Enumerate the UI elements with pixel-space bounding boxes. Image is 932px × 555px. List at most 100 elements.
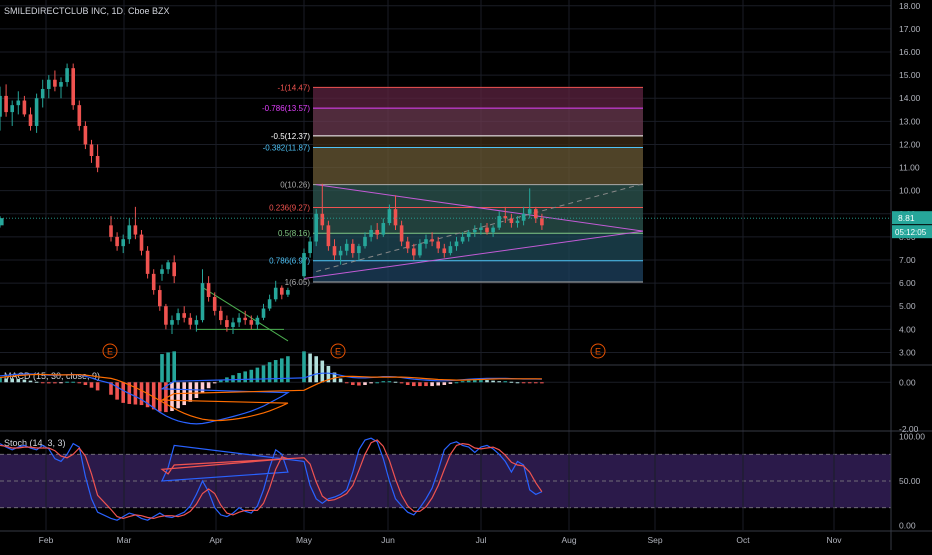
macd-histogram-bar (47, 382, 51, 384)
last-price-label: 8.81 (898, 213, 915, 223)
fib-level-label: 0.236(9.27) (269, 204, 310, 213)
candle-body (399, 225, 404, 242)
time-tick-label: Sep (647, 535, 662, 545)
macd-histogram-bar (109, 382, 113, 395)
candle-body (369, 229, 373, 237)
candle-body (225, 320, 229, 328)
macd-histogram-bar (436, 382, 440, 386)
candle-body (479, 227, 483, 230)
macd-histogram-bar (351, 382, 355, 385)
price-tick-label: 16.00 (899, 47, 921, 57)
macd-histogram-bar (369, 382, 373, 384)
macd-histogram-bar (363, 382, 367, 385)
macd-histogram-bar (375, 382, 379, 384)
candle-body (34, 98, 39, 126)
candle-body (473, 229, 477, 233)
macd-histogram-bar (540, 382, 544, 384)
fib-level-label: 0(10.26) (280, 181, 310, 190)
candle-body (77, 105, 82, 126)
fib-level-label: 0.786(6.97) (269, 257, 310, 266)
macd-histogram-bar (166, 352, 170, 383)
macd-histogram-bar (460, 381, 465, 383)
macd-histogram-bar (497, 381, 501, 383)
candle-body (71, 68, 75, 106)
macd-histogram-bar (424, 382, 428, 387)
candle-body (314, 213, 318, 242)
macd-histogram-bar (399, 382, 404, 384)
macd-histogram-bar (40, 382, 45, 384)
projection-line (316, 183, 644, 273)
candle-body (466, 232, 471, 237)
macd-histogram-bar (212, 382, 217, 384)
candle-body (405, 241, 410, 249)
macd-histogram-bar (280, 358, 284, 383)
candle-body (231, 322, 235, 328)
time-tick-label: May (296, 535, 313, 545)
candle-body (4, 95, 8, 113)
candle-body (83, 125, 88, 145)
candle-body (351, 243, 355, 254)
candle-body (172, 262, 176, 277)
candle-body (10, 105, 14, 113)
candle-body (164, 306, 168, 325)
macd-histogram-bar (430, 382, 434, 387)
fib-level-label: 0.5(8.16) (278, 229, 310, 238)
candle-body (151, 273, 156, 291)
candle-body (326, 225, 331, 247)
stoch-tick-label: 0.00 (899, 521, 916, 531)
macd-histogram-bar (418, 382, 422, 387)
macd-histogram-bar (34, 381, 39, 383)
stoch-d-line (0, 439, 543, 520)
candle-body (363, 236, 367, 247)
macd-histogram-bar (479, 380, 483, 383)
macd-histogram-bar (0, 377, 2, 383)
macd-histogram-bar (491, 380, 495, 383)
macd-title: MACD (15, 30, close, 9) (4, 371, 100, 381)
macd-histogram-bar (188, 382, 193, 402)
price-tick-label: 7.00 (899, 255, 916, 265)
price-tick-label: 12.00 (899, 139, 921, 149)
fib-zone (313, 233, 643, 261)
chart-title: SMILEDIRECTCLUB INC, 1D, Cboe BZX (4, 6, 170, 16)
earnings-marker-label: E (107, 347, 113, 357)
candle-body (273, 287, 278, 300)
macd-signal-line (0, 373, 542, 422)
macd-histogram-bar (314, 356, 318, 383)
macd-histogram-bar (158, 382, 162, 412)
macd-histogram-bar (387, 381, 392, 383)
macd-histogram-bar (509, 381, 514, 383)
candle-body (212, 296, 217, 311)
macd-histogram-bar (286, 356, 290, 383)
candle-body (22, 100, 27, 115)
macd-histogram-bar (176, 382, 180, 409)
candle-body (115, 236, 119, 247)
stoch-layer (0, 437, 543, 521)
price-tick-label: 6.00 (899, 278, 916, 288)
earnings-marker-label: E (595, 347, 601, 357)
candle-body (286, 290, 290, 295)
macd-histogram-bar (151, 382, 156, 410)
candle-body (521, 213, 526, 221)
time-tick-label: Feb (39, 535, 54, 545)
candle-body (194, 320, 199, 325)
candle-body (127, 225, 132, 240)
candle-body (121, 239, 125, 247)
candle-body (0, 95, 2, 117)
macd-histogram-bar (320, 360, 325, 383)
candle-body (158, 290, 162, 307)
macd-histogram-bar (4, 378, 8, 383)
stoch-tick-label: 100.00 (899, 431, 925, 441)
macd-histogram-bar (65, 381, 69, 383)
price-tick-label: 17.00 (899, 24, 921, 34)
macd-histogram-bar (89, 382, 94, 388)
macd-histogram-bar (237, 373, 241, 383)
macd-histogram-bar (255, 367, 260, 383)
candle-body (460, 236, 465, 242)
candle-body (497, 216, 501, 228)
macd-histogram-bar (308, 353, 312, 383)
candle-body (95, 156, 100, 168)
macd-histogram-bar (527, 382, 532, 384)
fib-level-label: -1(14.47) (278, 83, 311, 92)
